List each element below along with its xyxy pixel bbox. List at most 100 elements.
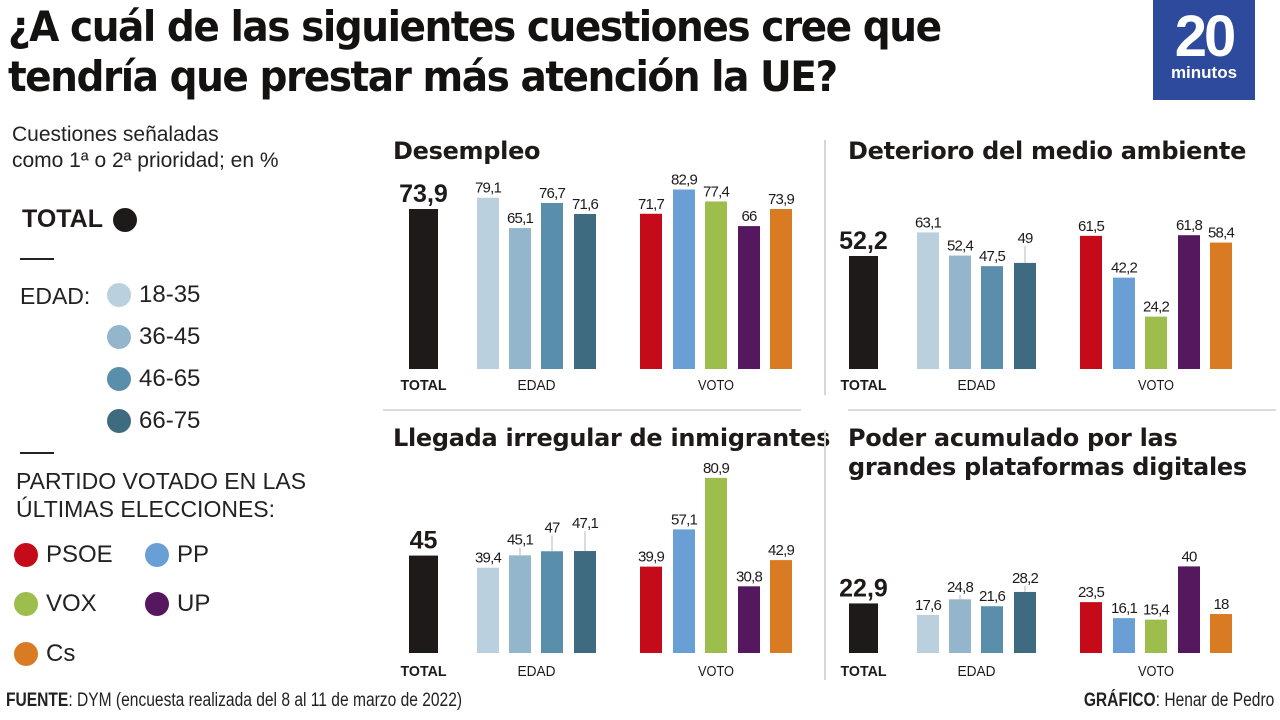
chart-subtitle: Cuestiones señaladas como 1ª o 2ª priori… — [12, 122, 279, 174]
total-bar — [849, 255, 878, 369]
total-bar — [849, 603, 878, 653]
edad-bar — [574, 213, 596, 369]
edad-bar — [574, 551, 596, 653]
legend-party-swatch — [14, 592, 38, 616]
voto-bar — [1113, 277, 1135, 369]
voto-value-label: 18 — [1213, 596, 1229, 613]
legend-age-label: 66-75 — [139, 407, 201, 434]
edad-bar — [509, 555, 531, 653]
edad-bar — [541, 551, 563, 653]
voto-value-label: 42,2 — [1111, 260, 1137, 277]
legend-party-heading-line-1: PARTIDO VOTADO EN LAS — [16, 468, 307, 494]
edad-value-label: 39,4 — [475, 550, 501, 567]
voto-bar — [1178, 566, 1200, 653]
voto-bar — [738, 586, 760, 653]
edad-value-label: 47,1 — [572, 515, 598, 532]
voto-value-label: 77,4 — [703, 183, 729, 200]
voto-value-label: 15,4 — [1143, 602, 1169, 619]
edad-value-label: 24,8 — [947, 579, 973, 596]
group-label-total: TOTAL — [401, 663, 447, 680]
group-label-total: TOTAL — [841, 663, 887, 680]
edad-value-label: 49 — [1017, 230, 1033, 247]
legend-party-swatch — [145, 592, 169, 616]
footer-credit: GRÁFICO: Henar de Pedro — [1084, 690, 1274, 712]
legend-party-heading-line-2: ÚLTIMAS ELECCIONES: — [16, 496, 276, 522]
legend-age-item: 46-65 — [107, 365, 200, 393]
voto-bar — [673, 189, 695, 369]
edad-value-label: 47,5 — [979, 248, 1005, 265]
edad-bar — [981, 266, 1003, 369]
legend-party-label: UP — [177, 590, 211, 617]
panel-divider-vertical — [824, 430, 826, 680]
total-value-label: 22,9 — [839, 574, 888, 602]
edad-value-label: 65,1 — [507, 210, 533, 227]
voto-value-label: 61,5 — [1078, 218, 1104, 235]
legend-total-swatch — [113, 207, 138, 232]
legend-party-item: UP — [145, 590, 210, 618]
group-label-total: TOTAL — [401, 377, 447, 394]
voto-value-label: 24,2 — [1143, 299, 1169, 316]
legend-age-item: 36-45 — [107, 323, 200, 351]
edad-bar — [509, 228, 531, 369]
subtitle-line-2: como 1ª o 2ª prioridad; en % — [12, 149, 279, 172]
footer-source-text: : DYM (encuesta realizada del 8 al 11 de… — [68, 690, 463, 711]
legend-party-heading: PARTIDO VOTADO EN LAS ÚLTIMAS ELECCIONES… — [16, 467, 306, 523]
voto-bar — [1145, 619, 1167, 653]
legend-age-swatch — [107, 409, 131, 433]
legend-divider — [20, 452, 54, 454]
total-value-label: 52,2 — [839, 227, 888, 255]
legend-party-label: VOX — [46, 590, 97, 617]
edad-value-label: 71,6 — [572, 196, 598, 213]
group-label-edad: EDAD — [958, 377, 996, 394]
voto-bar — [673, 529, 695, 653]
voto-value-label: 40 — [1181, 548, 1197, 565]
legend-divider — [20, 258, 54, 260]
panel-divider-vertical — [824, 140, 826, 395]
group-label-total: TOTAL — [841, 377, 887, 394]
voto-bar — [640, 566, 662, 653]
group-label-voto: VOTO — [1138, 663, 1174, 680]
total-bar — [409, 209, 438, 369]
edad-bar — [477, 197, 499, 369]
edad-value-label: 47 — [544, 519, 560, 536]
legend-party-item: Cs — [14, 640, 75, 668]
edad-value-label: 17,6 — [915, 597, 941, 614]
legend-age-label: 46-65 — [139, 365, 201, 392]
edad-bar — [917, 232, 939, 369]
voto-bar — [1210, 614, 1232, 653]
panel-divider-horizontal — [848, 409, 1276, 411]
legend-age-swatch — [107, 325, 131, 349]
total-bar — [409, 555, 438, 653]
edad-value-label: 63,1 — [915, 214, 941, 231]
footer-credit-label: GRÁFICO — [1083, 690, 1156, 711]
edad-value-label: 52,4 — [947, 238, 973, 255]
group-label-edad: EDAD — [518, 663, 556, 680]
edad-value-label: 21,6 — [979, 588, 1005, 605]
edad-bar — [981, 606, 1003, 653]
voto-bar — [738, 226, 760, 369]
legend-party-item: PSOE — [14, 541, 113, 569]
voto-value-label: 42,9 — [768, 542, 794, 559]
edad-bar — [1014, 262, 1036, 369]
total-value-label: 45 — [410, 527, 438, 555]
voto-value-label: 82,9 — [671, 172, 697, 189]
group-label-edad: EDAD — [958, 663, 996, 680]
total-value-label: 73,9 — [399, 180, 448, 208]
voto-value-label: 39,9 — [638, 549, 664, 566]
logo-number: 20 — [1174, 4, 1237, 69]
legend-party-swatch — [145, 543, 169, 567]
voto-bar — [1113, 618, 1135, 653]
group-label-voto: VOTO — [1138, 377, 1174, 394]
footer-source: FUENTE: DYM (encuesta realizada del 8 al… — [6, 690, 462, 712]
voto-value-label: 61,8 — [1176, 217, 1202, 234]
voto-bar — [705, 201, 727, 369]
edad-bar — [1014, 591, 1036, 653]
edad-value-label: 28,2 — [1012, 570, 1038, 587]
voto-value-label: 16,1 — [1111, 600, 1137, 617]
voto-value-label: 23,5 — [1078, 584, 1104, 601]
legend-party-swatch — [14, 543, 38, 567]
group-label-voto: VOTO — [698, 377, 734, 394]
footer-source-label: FUENTE — [6, 690, 69, 711]
legend-age-swatch — [107, 283, 131, 307]
